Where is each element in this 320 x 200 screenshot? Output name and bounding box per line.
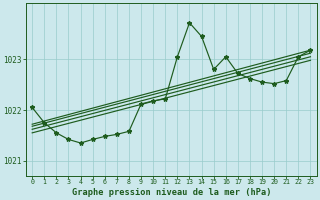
X-axis label: Graphe pression niveau de la mer (hPa): Graphe pression niveau de la mer (hPa) bbox=[72, 188, 271, 197]
